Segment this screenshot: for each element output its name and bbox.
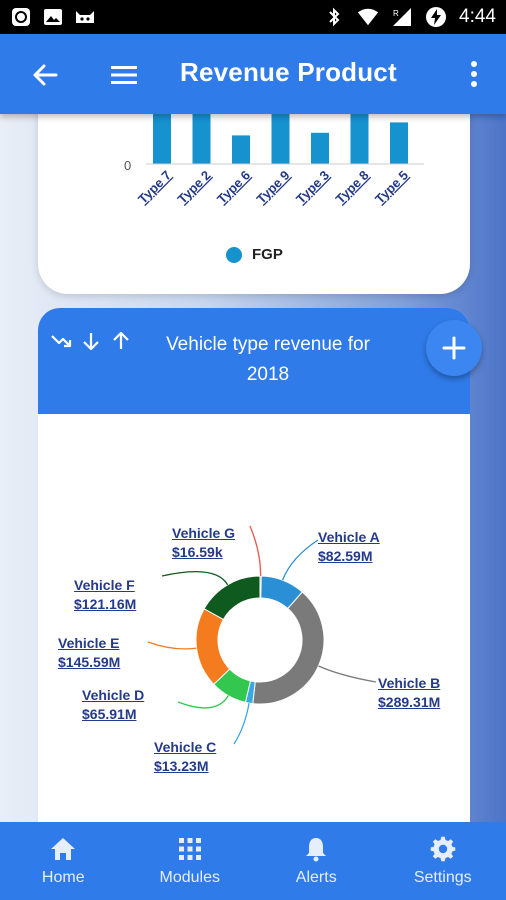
slice-value: $65.91M [82,706,137,722]
legend-label: FGP [252,246,283,263]
slice-name: Vehicle B [378,675,441,691]
slice-label-vehicle-a[interactable]: Vehicle A $82.59M [318,528,380,566]
slice-value: $289.31M [378,694,441,710]
bell-icon [306,838,327,862]
battery-charging-icon [425,7,447,27]
slice-vehicle-g[interactable] [259,575,262,599]
slice-name: Vehicle F [74,577,135,593]
more-vert-icon[interactable] [464,56,484,92]
nav-alerts-label: Alerts [295,869,337,886]
slice-vehicle-f[interactable] [203,575,261,621]
bar-type-8[interactable] [350,109,369,164]
x-tick-label[interactable]: Type 8 [333,168,372,207]
slice-label-vehicle-c[interactable]: Vehicle C $13.23M [154,738,216,776]
slice-value: $145.59M [58,654,121,670]
leader-line [177,695,229,709]
slice-name: Vehicle G [172,525,236,541]
bar-type-6[interactable] [232,135,250,164]
signal-icon: R [391,7,413,27]
bluetooth-icon [323,7,345,27]
x-tick-label[interactable]: Type 5 [372,168,411,207]
status-time: 4:44 [459,6,496,27]
status-bar: R 4:44 [0,0,506,34]
image-icon [42,7,64,27]
slice-value: $16.59k [172,544,223,560]
hamburger-menu-icon[interactable] [108,60,140,90]
slice-vehicle-e[interactable] [195,608,231,685]
slice-name: Vehicle E [58,635,120,651]
x-tick-label[interactable]: Type 6 [214,168,253,207]
page-title: Revenue Product [180,57,397,87]
leader-line [147,641,197,650]
y-tick-zero: 0 [124,158,131,173]
svg-text:R: R [393,9,399,18]
slice-value: $121.16M [74,596,137,612]
vehicle-revenue-card: Vehicle type revenue for 2018 Vehicle A $… [38,308,470,828]
nav-home-label: Home [41,869,85,886]
arrow-up-icon[interactable] [110,330,132,352]
x-tick-label[interactable]: Type 7 [135,168,174,207]
leader-line [161,571,229,586]
slice-label-vehicle-f[interactable]: Vehicle F $121.16M [74,576,136,614]
arrow-down-icon[interactable] [80,330,102,352]
slice-label-vehicle-b[interactable]: Vehicle B $289.31M [378,674,440,712]
slice-name: Vehicle D [82,687,145,703]
slice-name: Vehicle A [318,529,380,545]
vehicle-donut-chart [147,525,377,745]
leader-line [282,539,319,581]
nav-home[interactable]: Home [0,822,127,900]
card-title: Vehicle type revenue for 2018 [166,334,370,385]
nav-alerts[interactable]: Alerts [253,822,380,900]
slice-value: $82.59M [318,548,373,564]
bar-type-5[interactable] [390,122,408,164]
wifi-icon [357,7,379,27]
chart-legend[interactable]: FGP [226,246,283,263]
x-tick-label[interactable]: Type 2 [175,168,214,207]
nav-modules-label: Modules [159,869,220,886]
slice-name: Vehicle C [154,739,217,755]
back-arrow-icon[interactable] [30,60,60,90]
grid-icon [178,838,201,860]
x-tick-label[interactable]: Type 9 [254,168,293,207]
leader-line [318,665,377,683]
app-icon [10,7,32,27]
nav-modules[interactable]: Modules [127,822,254,900]
gear-icon [430,836,455,862]
cat-icon [74,7,96,27]
slice-value: $13.23M [154,758,209,774]
slice-vehicle-b[interactable] [252,591,325,705]
bar-type-3[interactable] [311,132,329,164]
slice-label-vehicle-d[interactable]: Vehicle D $65.91M [82,686,144,724]
trend-down-icon[interactable] [50,330,72,352]
slice-label-vehicle-e[interactable]: Vehicle E $145.59M [58,634,120,672]
legend-dot [226,246,242,263]
leader-line [233,702,250,745]
home-icon [51,838,76,860]
add-button[interactable] [426,320,482,376]
bottom-navigation: Home Modules Alerts Settings [0,822,506,900]
x-tick-label[interactable]: Type 3 [293,168,332,207]
leader-line [249,525,262,577]
card-header: Vehicle type revenue for 2018 [38,308,470,414]
slice-label-vehicle-g[interactable]: Vehicle G $16.59k [172,524,235,562]
nav-settings-label: Settings [413,869,472,886]
app-bar: Revenue Product [0,34,506,114]
plus-icon [442,336,466,360]
nav-settings[interactable]: Settings [380,822,506,900]
